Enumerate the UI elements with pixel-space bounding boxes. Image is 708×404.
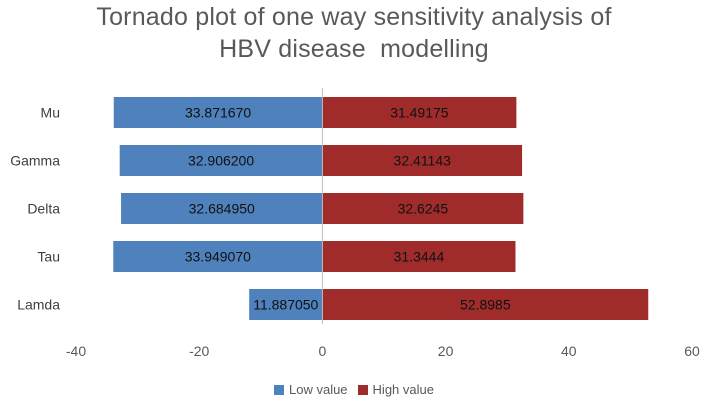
data-label-low-gamma: 32.906200 (188, 153, 254, 169)
x-tick-label-0: 0 (319, 343, 327, 359)
category-label-gamma: Gamma (10, 153, 60, 169)
x-tick-label-neg40: -40 (66, 343, 86, 359)
bar-high-lamda (322, 289, 649, 320)
bar-low-tau (113, 241, 323, 272)
data-label-high-mu: 31.49175 (390, 105, 449, 121)
data-label-low-lamda: 11.887050 (253, 297, 318, 313)
x-tick-label-40: 40 (561, 343, 577, 359)
chart-legend: Low value High value (0, 382, 708, 397)
bar-high-delta (322, 193, 524, 224)
data-label-low-mu: 33.871670 (185, 105, 251, 121)
legend-label-high: High value (372, 382, 434, 397)
legend-label-low: Low value (289, 382, 348, 397)
category-label-delta: Delta (27, 201, 60, 217)
data-label-high-delta: 32.6245 (398, 201, 449, 217)
chart-title-line-2: HBV disease modelling (219, 35, 489, 63)
legend-item-low: Low value (274, 382, 348, 397)
bar-high-mu (322, 97, 517, 128)
bar-low-mu (113, 97, 323, 128)
data-label-high-lamda: 52.8985 (460, 297, 511, 313)
category-label-tau: Tau (37, 249, 60, 265)
bar-low-lamda (249, 289, 323, 320)
chart-title-line-1: Tornado plot of one way sensitivity anal… (96, 3, 612, 31)
data-label-high-gamma: 32.41143 (394, 153, 452, 169)
data-label-low-tau: 33.949070 (185, 249, 251, 265)
bar-low-gamma (119, 145, 323, 176)
data-label-high-tau: 31.3444 (394, 249, 445, 265)
legend-item-high: High value (357, 382, 434, 397)
category-label-mu: Mu (41, 105, 60, 121)
bar-high-tau (322, 241, 516, 272)
x-tick-label-60: 60 (684, 343, 700, 359)
legend-swatch-low (274, 384, 284, 395)
legend-swatch-high (357, 384, 368, 395)
bar-high-gamma (322, 145, 523, 176)
data-label-low-delta: 32.684950 (189, 201, 255, 217)
x-tick-label-neg20: -20 (189, 343, 209, 359)
category-label-lamda: Lamda (17, 297, 60, 313)
bar-low-delta (121, 193, 323, 224)
x-tick-label-20: 20 (438, 343, 454, 359)
